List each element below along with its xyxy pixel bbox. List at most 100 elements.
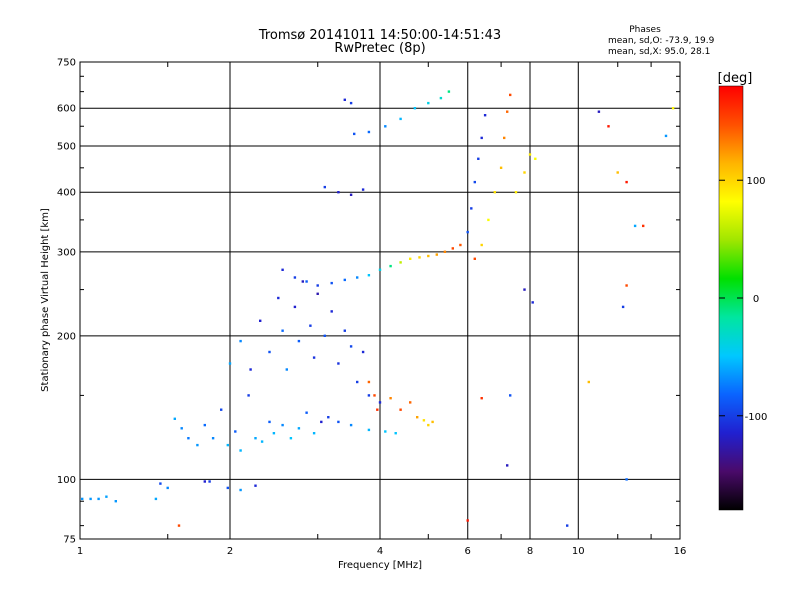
data-point <box>480 397 483 400</box>
colorbar-label: [deg] <box>718 71 753 86</box>
data-point <box>470 207 473 210</box>
data-point <box>671 107 675 110</box>
data-point <box>337 420 340 424</box>
data-point <box>166 486 169 490</box>
data-point <box>418 256 421 259</box>
data-point <box>349 423 353 427</box>
x-axis-ticks: 1 2 4 6 8 10 16 <box>77 62 686 557</box>
data-point <box>373 394 376 397</box>
data-point <box>367 380 371 384</box>
data-point <box>268 350 271 354</box>
data-point <box>353 132 356 136</box>
data-point <box>289 437 293 440</box>
grid-lines <box>80 62 680 539</box>
colorbar-tick-label: -100 <box>745 412 768 423</box>
data-point <box>343 278 346 282</box>
data-point <box>254 484 257 487</box>
data-point <box>447 90 451 93</box>
data-point <box>534 157 537 160</box>
y-tick-label: 75 <box>63 535 76 546</box>
chart-title: Tromsø 20141011 14:50:00-14:51:43 <box>258 28 501 43</box>
data-point <box>376 408 379 411</box>
data-point <box>416 416 419 419</box>
data-point <box>389 397 392 400</box>
data-point <box>173 417 176 420</box>
data-point <box>356 380 359 384</box>
data-point <box>480 243 483 247</box>
data-point <box>343 98 346 101</box>
data-point <box>466 230 469 234</box>
data-point <box>621 305 625 309</box>
data-point <box>305 280 308 283</box>
data-point <box>625 180 628 184</box>
data-point <box>487 218 490 222</box>
data-point <box>159 482 162 485</box>
data-point <box>399 117 402 121</box>
data-point <box>277 296 280 300</box>
x-tick-label: 6 <box>465 546 471 557</box>
data-point <box>349 101 353 105</box>
data-point <box>466 519 469 522</box>
data-point <box>514 191 518 194</box>
colorbar-tick-label: 0 <box>753 294 759 305</box>
data-point <box>316 292 319 295</box>
data-point <box>506 110 509 113</box>
data-point <box>247 394 250 397</box>
data-point <box>208 480 211 483</box>
data-point <box>105 495 108 498</box>
data-point <box>356 276 359 279</box>
data-point <box>312 356 316 359</box>
data-point <box>259 319 262 322</box>
data-point <box>523 171 526 174</box>
data-point <box>226 486 229 490</box>
data-point <box>330 281 333 285</box>
data-point <box>196 443 199 447</box>
data-point <box>187 437 190 440</box>
data-point <box>409 257 412 260</box>
data-point <box>399 408 402 411</box>
data-point <box>203 423 206 427</box>
data-point <box>531 301 534 304</box>
data-point <box>509 93 512 97</box>
data-point <box>483 114 487 117</box>
x-axis-label: Frequency [MHz] <box>338 560 422 571</box>
data-point <box>367 274 371 277</box>
data-point <box>664 134 668 138</box>
y-tick-label: 200 <box>57 331 76 342</box>
data-point <box>422 419 426 422</box>
data-point <box>309 324 312 327</box>
data-point <box>367 394 371 397</box>
data-point <box>305 411 308 414</box>
data-point <box>399 261 402 264</box>
data-point <box>211 437 215 440</box>
y-tick-label: 750 <box>57 58 76 69</box>
data-point <box>409 401 412 404</box>
data-point <box>587 380 590 384</box>
data-point <box>234 430 237 433</box>
data-point <box>625 284 628 287</box>
data-point <box>97 497 100 501</box>
data-point <box>427 254 430 258</box>
data-point <box>439 96 443 100</box>
data-point <box>327 416 330 419</box>
data-point <box>616 171 619 174</box>
data-point <box>506 464 509 467</box>
data-point <box>384 125 387 128</box>
y-axis-ticks: 75 100 200 300 400 500 600 750 <box>57 58 680 546</box>
data-point <box>431 420 434 424</box>
y-tick-label: 500 <box>57 141 76 152</box>
data-point <box>89 497 92 501</box>
data-point <box>413 107 417 110</box>
data-point <box>320 420 323 424</box>
data-point <box>260 440 264 443</box>
data-point <box>220 408 223 411</box>
data-point <box>597 110 601 113</box>
data-point <box>499 166 503 169</box>
data-point <box>239 488 242 492</box>
data-point <box>493 191 496 194</box>
data-point <box>180 427 183 430</box>
plot-frame <box>79 61 681 540</box>
data-point <box>249 368 252 371</box>
x-tick-label: 1 <box>77 546 83 557</box>
